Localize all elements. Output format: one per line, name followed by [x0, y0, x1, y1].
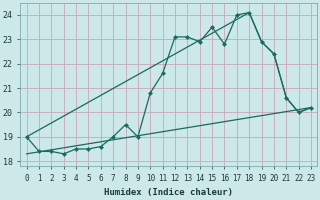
X-axis label: Humidex (Indice chaleur): Humidex (Indice chaleur): [104, 188, 233, 197]
